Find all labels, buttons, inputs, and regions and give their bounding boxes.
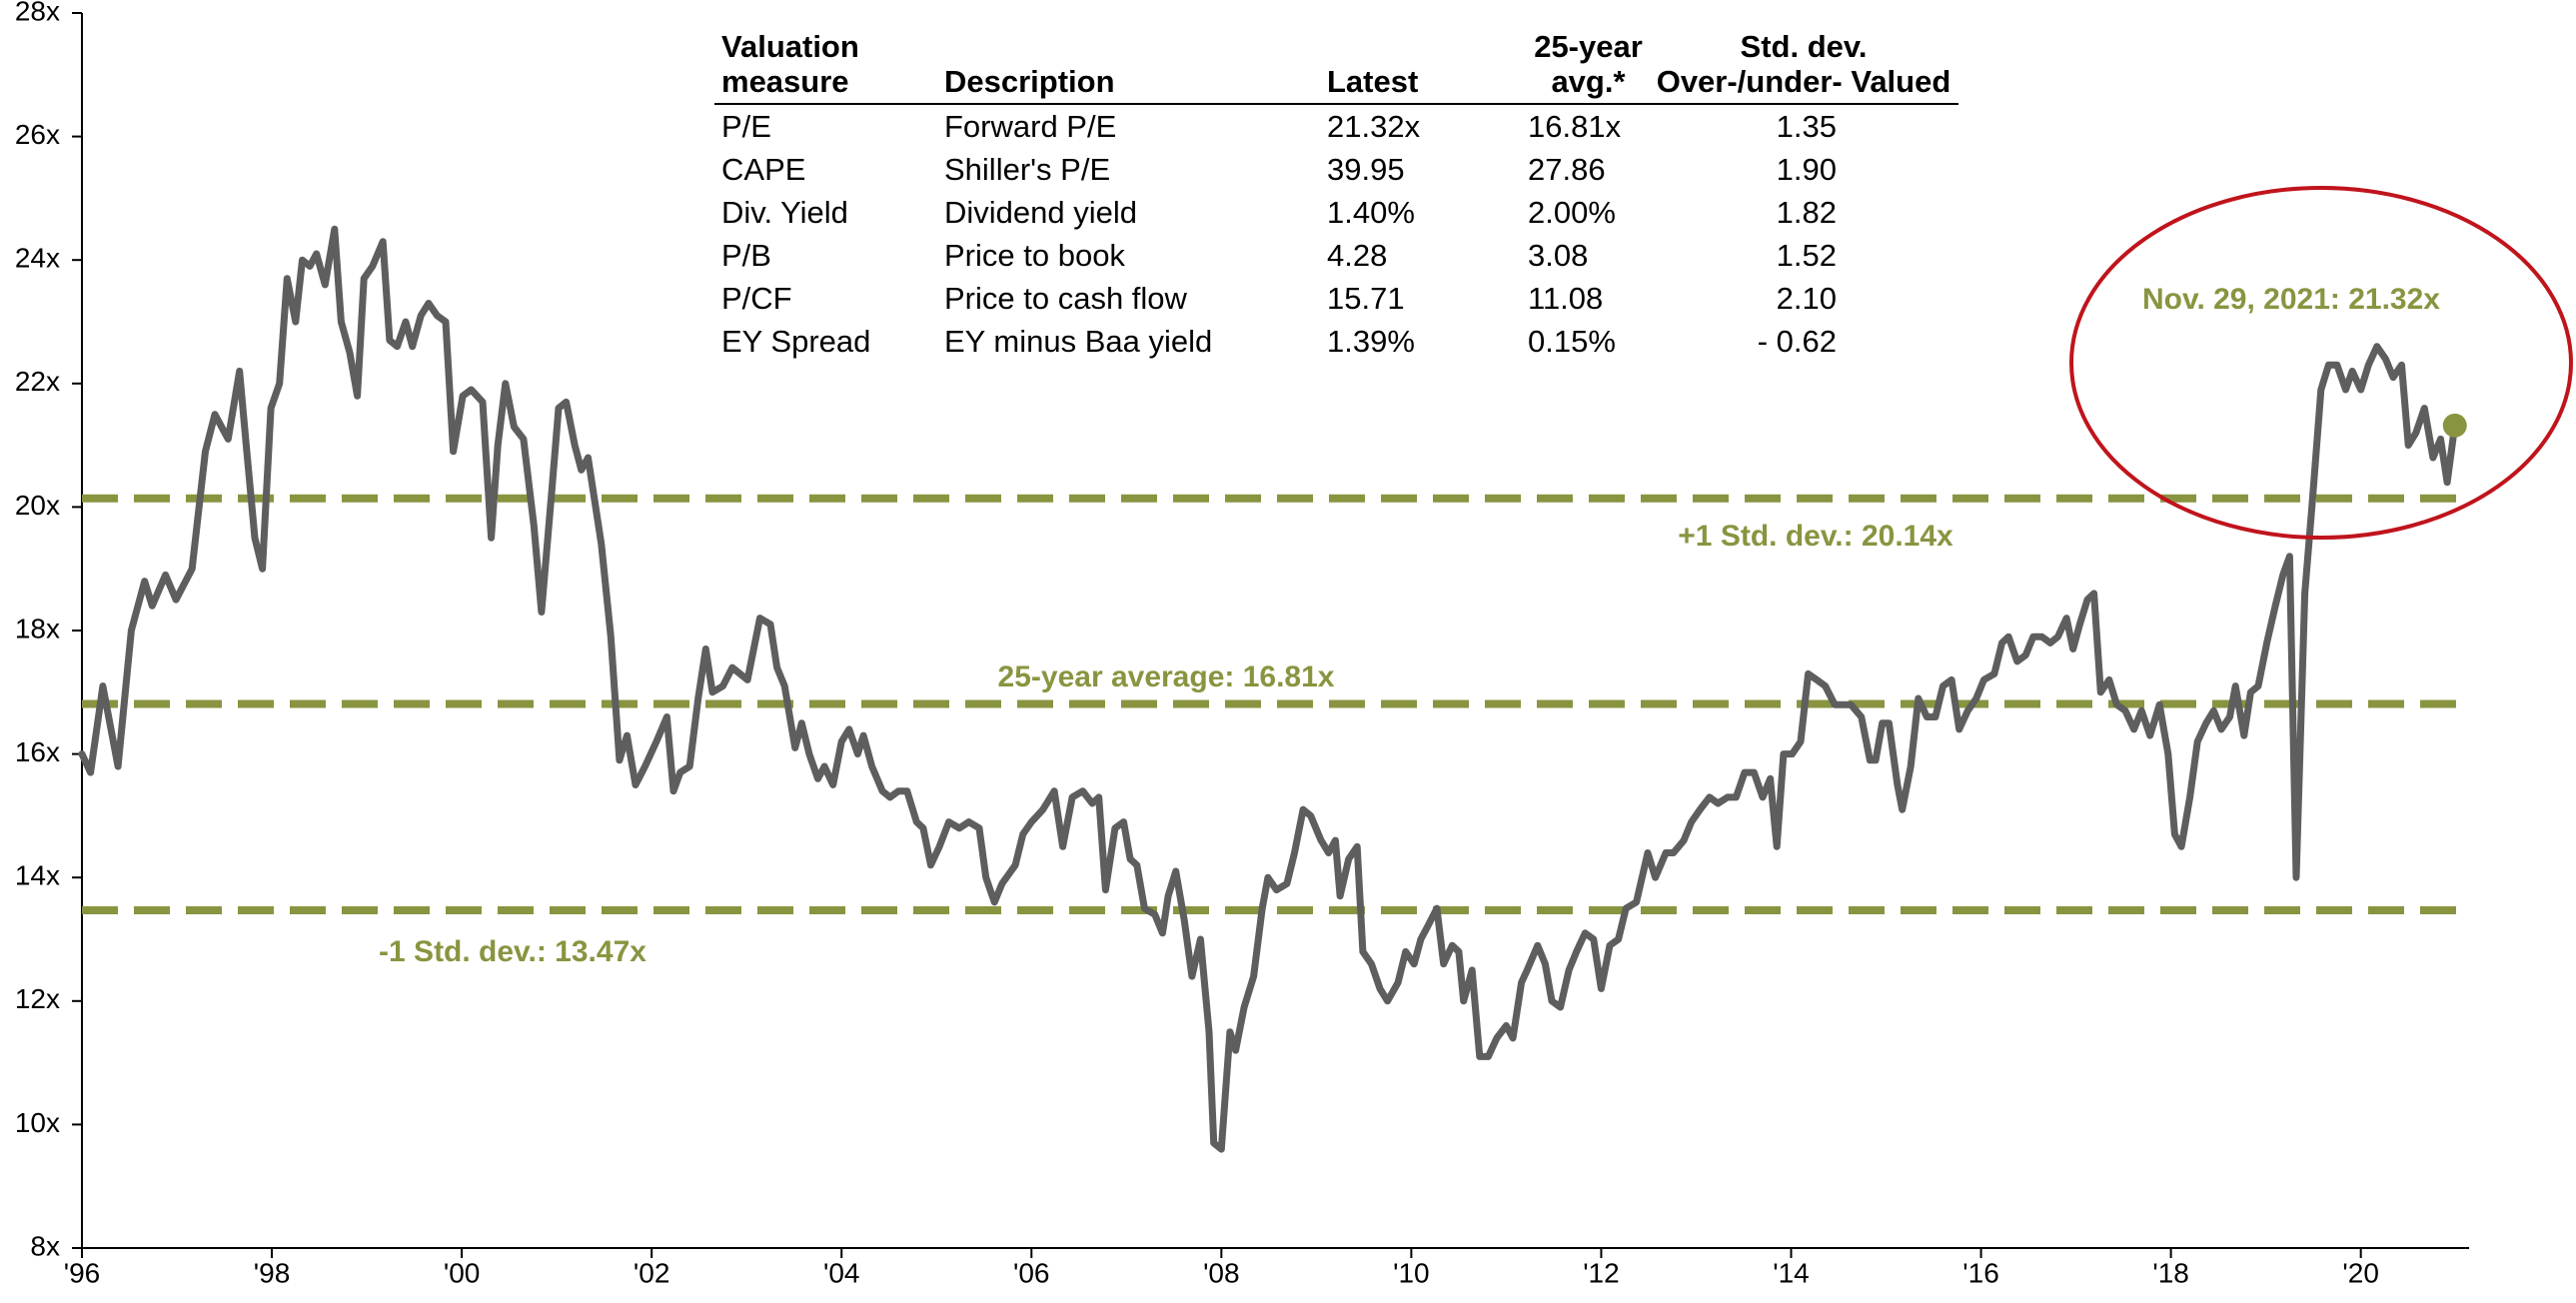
table-cell: 1.40% — [1327, 195, 1415, 231]
x-tick-label: '20 — [2342, 1257, 2379, 1288]
column-header: Description — [944, 30, 1327, 106]
x-tick-label: '98 — [254, 1257, 291, 1288]
table-cell: 0.15% — [1528, 324, 1616, 360]
table-cell: Div. Yield — [721, 195, 848, 231]
x-tick-label: '12 — [1583, 1257, 1620, 1288]
table-header: Valuation measure Description Latest 25-yea… — [714, 29, 1958, 106]
table-cell: P/E — [721, 109, 771, 145]
table-cell: Dividend yield — [944, 195, 1137, 231]
x-tick-label: '04 — [823, 1257, 860, 1288]
x-tick-label: '16 — [1962, 1257, 1999, 1288]
reference-label: 25-year average: 16.81x — [998, 660, 1335, 693]
table-cell: CAPE — [721, 152, 806, 188]
table-cell: - 0.62 — [1757, 324, 1837, 360]
y-tick-label: 22x — [15, 366, 60, 397]
table-cell: EY Spread — [721, 324, 871, 360]
latest-point — [2442, 413, 2467, 438]
table-row: EY Spread EY minus Baa yield 1.39% 0.15% - 0… — [714, 320, 1958, 363]
reference-label: +1 Std. dev.: 20.14x — [1678, 520, 1953, 553]
table-cell: P/CF — [721, 281, 792, 317]
table-cell: 1.82 — [1776, 195, 1837, 231]
table-cell: Shiller's P/E — [944, 152, 1111, 188]
table-cell: Forward P/E — [944, 109, 1117, 145]
valuation-table: Valuation measure Description Latest 25-yea… — [714, 29, 1958, 363]
table-cell: Price to cash flow — [944, 281, 1187, 317]
table-row: P/E Forward P/E 21.32x 16.81x 1.35 — [714, 104, 1958, 148]
y-tick-label: 28x — [15, 0, 60, 26]
table-cell: P/B — [721, 238, 771, 274]
table-cell: 3.08 — [1528, 238, 1589, 274]
reference-label: -1 Std. dev.: 13.47x — [379, 935, 646, 968]
pe-line — [78, 225, 2459, 1153]
table-cell: 39.95 — [1327, 152, 1405, 188]
column-header: Valuation measure — [714, 29, 944, 106]
y-tick-label: 16x — [15, 736, 60, 767]
table-cell: 11.08 — [1528, 281, 1604, 317]
y-tick-label: 24x — [15, 243, 60, 274]
table-cell: 27.86 — [1528, 152, 1606, 188]
x-tick-label: '18 — [2152, 1257, 2189, 1288]
table-row: Div. Yield Dividend yield 1.40% 2.00% 1.82 — [714, 191, 1958, 234]
x-tick-label: '02 — [634, 1257, 670, 1288]
table-cell: Price to book — [944, 238, 1125, 274]
y-tick-label: 20x — [15, 490, 60, 521]
y-tick-label: 26x — [15, 119, 60, 150]
x-tick-label: '06 — [1013, 1257, 1050, 1288]
y-tick-label: 8x — [30, 1230, 60, 1261]
table-cell: 1.39% — [1327, 324, 1415, 360]
x-tick-label: '14 — [1773, 1257, 1810, 1288]
column-header: 25-year avg.* — [1528, 29, 1649, 106]
table-cell: 15.71 — [1327, 281, 1405, 317]
highlight-ellipse — [2069, 186, 2573, 540]
table-row: P/B Price to book 4.28 3.08 1.52 — [714, 234, 1958, 277]
table-cell: 1.35 — [1776, 109, 1837, 145]
column-header: Std. dev. Over-/under- Valued — [1649, 29, 1958, 106]
y-tick-label: 10x — [15, 1107, 60, 1138]
table-cell: 21.32x — [1327, 109, 1421, 145]
x-tick-label: '96 — [64, 1257, 101, 1288]
table-cell: 2.00% — [1528, 195, 1616, 231]
table-row: CAPE Shiller's P/E 39.95 27.86 1.90 — [714, 148, 1958, 191]
y-tick-label: 18x — [15, 613, 60, 644]
table-cell: 2.10 — [1776, 281, 1837, 317]
y-tick-label: 14x — [15, 860, 60, 891]
table-row: P/CF Price to cash flow 15.71 11.08 2.10 — [714, 277, 1958, 320]
table-cell: EY minus Baa yield — [944, 324, 1213, 360]
x-tick-label: '10 — [1393, 1257, 1430, 1288]
y-tick-label: 12x — [15, 983, 60, 1014]
table-body: P/E Forward P/E 21.32x 16.81x 1.35 CAPE Shille… — [714, 104, 1958, 363]
column-header: Latest — [1327, 30, 1528, 106]
table-cell: 16.81x — [1528, 109, 1622, 145]
table-cell: 1.52 — [1776, 238, 1837, 274]
table-cell: 4.28 — [1327, 238, 1388, 274]
table-cell: 1.90 — [1776, 152, 1837, 188]
x-tick-label: '08 — [1203, 1257, 1240, 1288]
latest-annotation: Nov. 29, 2021: 21.32x — [2142, 283, 2440, 316]
x-tick-label: '00 — [444, 1257, 481, 1288]
